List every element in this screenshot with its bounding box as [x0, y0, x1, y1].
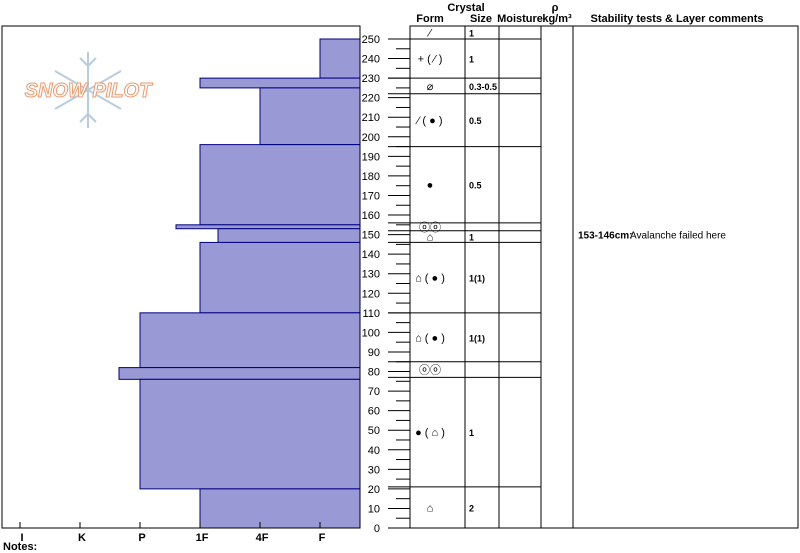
header-comments: Stability tests & Layer comments	[590, 13, 763, 25]
hardness-bar	[139, 312, 361, 369]
layer-size: 1	[469, 233, 474, 243]
height-tick-label: 160	[362, 210, 380, 222]
height-tick-label: 200	[362, 132, 380, 144]
logo-text: SNOW PILOT	[25, 80, 153, 102]
height-tick-label: 150	[362, 230, 380, 242]
height-tick-label: 230	[362, 73, 380, 85]
layer-form: ⁄ ( ● )	[415, 115, 443, 127]
height-tick-label: 10	[368, 503, 380, 515]
header-size: Size	[470, 13, 492, 25]
layer-table: ⁄ 1 + ( ⁄ ) 1 ⌀ 0.3-0.5 ⁄ ( ● ) 0.5 ● 0.5 ⓞⓞ ⌂ 1 ⌂ ( …	[388, 28, 541, 514]
header-form: Form	[416, 13, 444, 25]
hardness-bars	[118, 38, 361, 529]
height-tick-label: 140	[362, 249, 380, 261]
comment-text: Avalanche failed here	[630, 231, 726, 242]
height-scale: 0 10 20 30 40 50 60 70 80 90 100 110 120 130 140 150 160…	[359, 26, 410, 535]
snowpilot-logo: SNOW PILOT	[24, 52, 154, 128]
height-tick-label: 70	[368, 386, 380, 398]
layer-form: ⌂	[427, 502, 434, 514]
height-tick-label: 190	[362, 151, 380, 163]
hardness-tick-label: 4F	[256, 532, 269, 544]
comment-label: 153-146cm:	[578, 231, 632, 242]
height-tick-label: 240	[362, 54, 380, 66]
layer-size: 0.5	[469, 181, 482, 191]
layer-form: ●	[427, 180, 434, 192]
hardness-bar	[199, 77, 361, 89]
header-moisture: Moisture	[497, 13, 543, 25]
header-rho: ρ	[552, 2, 559, 14]
layer-form: ⌀	[427, 81, 434, 93]
hardness-tick-label: P	[138, 532, 145, 544]
notes-label: Notes:	[3, 541, 37, 553]
hardness-tick-label: I	[20, 532, 23, 544]
hardness-bar	[175, 224, 361, 230]
height-tick-label: 130	[362, 269, 380, 281]
height-tick-label: 210	[362, 112, 380, 124]
layer-form: ⁄	[426, 28, 433, 40]
hardness-bar	[118, 367, 361, 380]
layer-comments: 153-146cm:Avalanche failed here	[578, 231, 726, 242]
layer-size: 0.3-0.5	[469, 82, 497, 92]
height-tick-label: 40	[368, 445, 380, 457]
height-tick-label: 100	[362, 327, 380, 339]
layer-form: ● ( ⌂ )	[415, 427, 445, 439]
header-crystal: Crystal	[447, 2, 484, 14]
hardness-bar	[199, 241, 361, 314]
height-tick-label: 220	[362, 93, 380, 105]
hardness-axis: I K P 1F 4F F	[19, 522, 326, 544]
layer-form: ⓞⓞ	[419, 364, 441, 377]
layer-form: ⌂ ( ● )	[415, 273, 445, 285]
layer-size: 1	[469, 428, 474, 438]
hardness-tick-label: 1F	[196, 532, 209, 544]
hardness-bar	[259, 87, 361, 146]
layer-size: 1(1)	[469, 333, 485, 343]
height-tick-label: 110	[362, 308, 380, 320]
hardness-bar	[139, 378, 361, 490]
height-tick-label: 250	[362, 34, 380, 46]
layer-size: 0.5	[469, 116, 482, 126]
hardness-tick-label: K	[78, 532, 86, 544]
layer-size: 2	[469, 503, 474, 513]
hardness-bar	[199, 144, 361, 226]
height-tick-label: 80	[368, 367, 380, 379]
height-tick-label: 170	[362, 190, 380, 202]
layer-form: ⌂ ( ● )	[415, 332, 445, 344]
layer-size: 1	[469, 55, 474, 65]
height-tick-label: 20	[368, 484, 380, 496]
hardness-bar	[199, 488, 361, 529]
layer-size: 1	[469, 29, 474, 39]
profile-frame	[1, 25, 799, 529]
height-tick-label: 0	[374, 523, 380, 535]
layer-form: + ( ⁄ )	[418, 54, 443, 66]
height-tick-label: 50	[368, 425, 380, 437]
height-tick-label: 30	[368, 464, 380, 476]
hardness-bar	[217, 228, 361, 243]
height-tick-label: 180	[362, 171, 380, 183]
height-tick-label: 90	[368, 347, 380, 359]
height-tick-label: 60	[368, 406, 380, 418]
height-tick-label: 120	[362, 288, 380, 300]
hardness-tick-label: F	[319, 532, 326, 544]
hardness-bar	[319, 38, 361, 79]
header-density-unit: kg/m³	[542, 13, 572, 25]
layer-form: ⌂	[427, 232, 434, 244]
snowflake-icon	[54, 52, 122, 128]
layer-size: 1(1)	[469, 274, 485, 284]
